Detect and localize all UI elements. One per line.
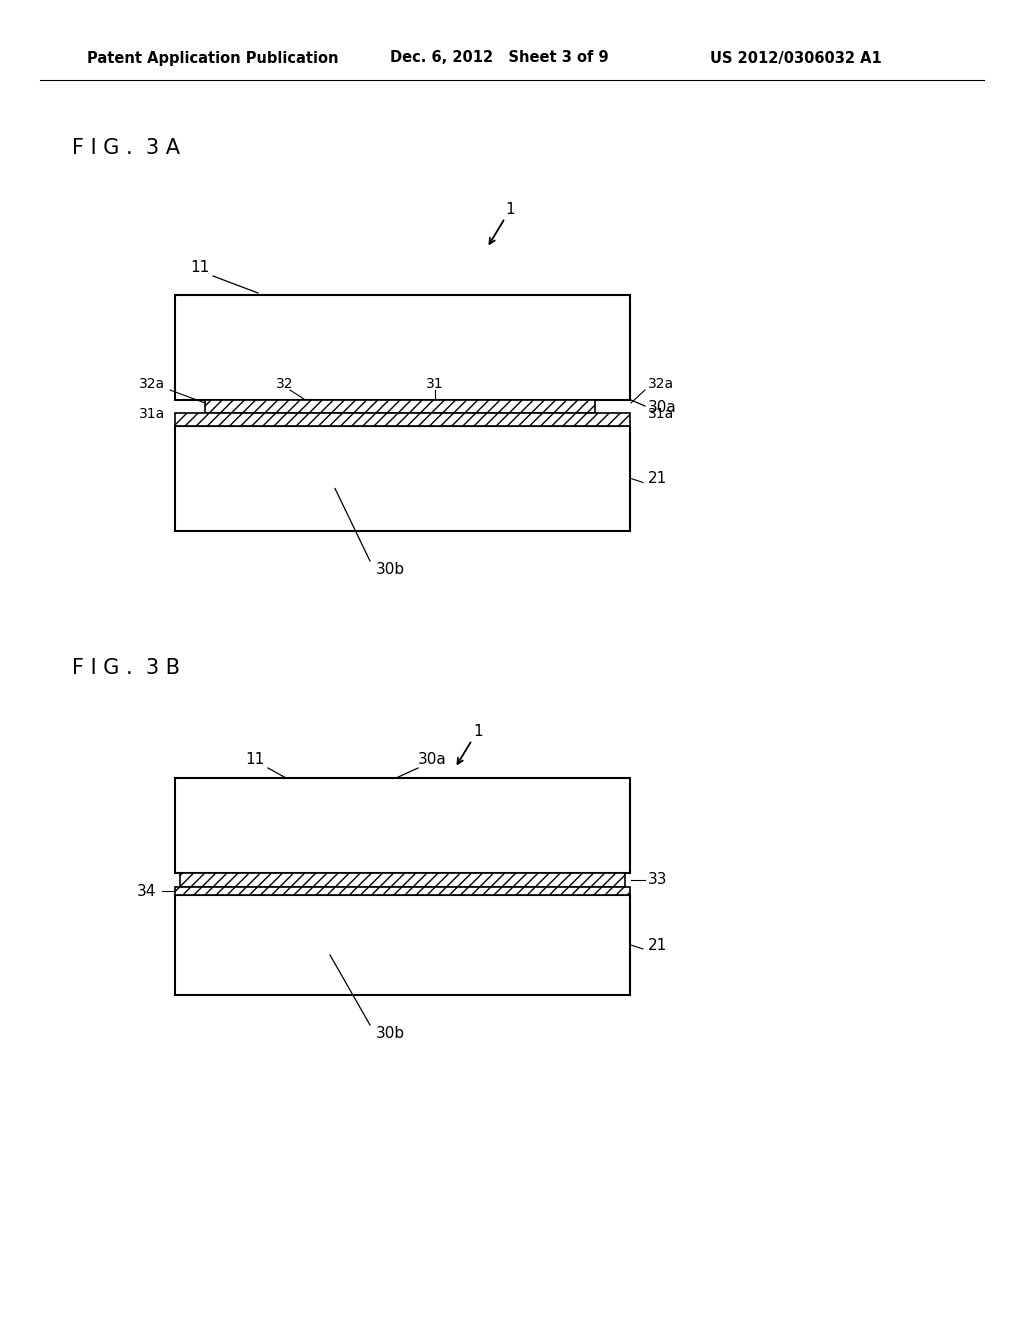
Text: 34: 34 [137, 883, 157, 899]
Text: 32a: 32a [139, 378, 165, 391]
Text: 21: 21 [648, 937, 668, 953]
Text: 21: 21 [648, 471, 668, 486]
Text: 30a: 30a [418, 752, 446, 767]
Bar [175, 887, 630, 895]
Text: F I G .  3 A: F I G . 3 A [72, 139, 180, 158]
Bar [175, 294, 630, 400]
Text: 11: 11 [190, 260, 210, 276]
Bar [175, 426, 630, 531]
Text: 31a: 31a [139, 407, 165, 421]
Text: 31a: 31a [648, 407, 674, 421]
Bar [205, 400, 595, 413]
Text: Patent Application Publication: Patent Application Publication [87, 50, 339, 66]
Text: 30b: 30b [376, 561, 404, 577]
Text: F I G .  3 B: F I G . 3 B [72, 657, 180, 678]
Text: Dec. 6, 2012   Sheet 3 of 9: Dec. 6, 2012 Sheet 3 of 9 [390, 50, 608, 66]
Text: 11: 11 [246, 752, 264, 767]
Text: 30b: 30b [376, 1026, 404, 1040]
Bar [175, 895, 630, 995]
Text: 30a: 30a [648, 400, 677, 416]
Text: 1: 1 [505, 202, 515, 218]
Text: 33: 33 [648, 873, 668, 887]
Text: US 2012/0306032 A1: US 2012/0306032 A1 [710, 50, 882, 66]
Text: 32a: 32a [648, 378, 674, 391]
Bar [175, 413, 630, 426]
Text: 1: 1 [473, 725, 482, 739]
Bar [180, 873, 625, 887]
Bar [175, 777, 630, 873]
Text: 31: 31 [426, 378, 443, 391]
Text: 32: 32 [276, 378, 294, 391]
